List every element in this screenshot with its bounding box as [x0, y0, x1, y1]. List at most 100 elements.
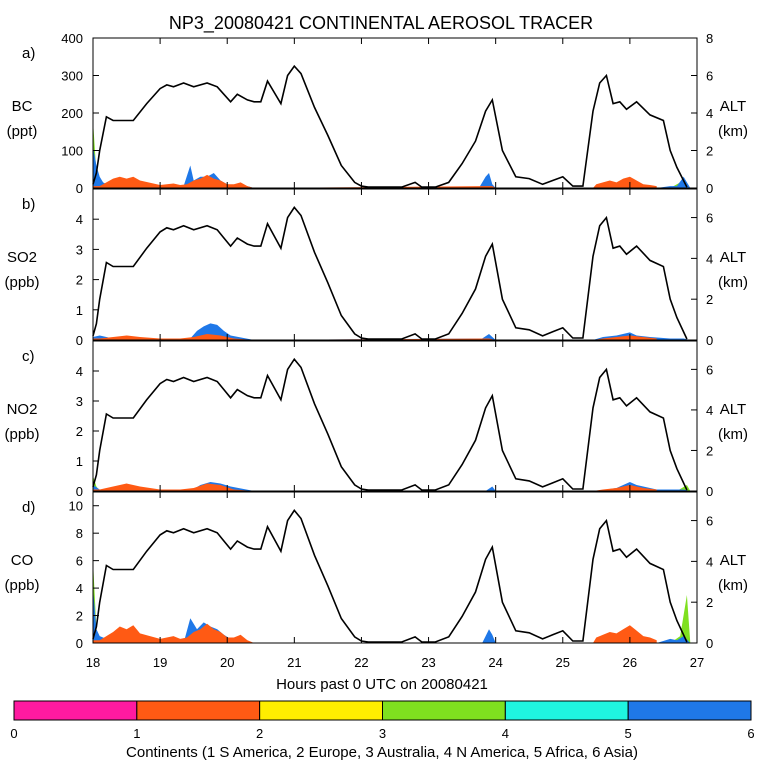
alt-tick-label: 2 [706, 292, 713, 307]
alt-label: ALT [720, 249, 746, 266]
alt-unit-label: (km) [718, 577, 748, 594]
y-tick-label: 1 [76, 454, 83, 469]
x-tick-label: 23 [421, 655, 435, 670]
panel-letter: a) [22, 45, 35, 62]
altitude-line [92, 509, 688, 643]
panel-no2: 0 1 2 3 4 0 2 4 6 c) NO2 (ppb) ALT (km) [4, 340, 748, 499]
alt-tick-label: 0 [706, 333, 713, 348]
panel-co: 0 2 4 6 8 10 0 2 4 6 d) CO (ppb) ALT (km) [4, 491, 748, 651]
y-tick-label: 4 [76, 581, 83, 596]
panel-letter: b) [22, 196, 35, 213]
y-tick-label: 2 [76, 424, 83, 439]
x-axis-label: Hours past 0 UTC on 20080421 [276, 676, 488, 693]
tracer-area-europe [93, 334, 657, 340]
tracer-area-n-america [93, 476, 691, 491]
x-tick-label: 22 [354, 655, 368, 670]
colorbar-swatch-5 [504, 700, 629, 721]
y-tick-label: 0 [76, 636, 83, 651]
x-tick-label: 21 [287, 655, 301, 670]
tracer-area-europe [93, 483, 657, 491]
tracer-area-n-america [93, 560, 691, 643]
y-tick-label: 400 [61, 31, 83, 46]
alt-tick-label: 6 [706, 69, 713, 84]
species-label: SO2 [7, 249, 37, 266]
colorbar-tick-label: 0 [10, 726, 17, 741]
unit-label: (ppb) [4, 274, 39, 291]
x-tick-label: 18 [86, 655, 100, 670]
colorbar-swatch-6 [627, 700, 752, 721]
alt-tick-label: 4 [706, 554, 713, 569]
alt-tick-label: 2 [706, 144, 713, 159]
y-tick-label: 0 [76, 181, 83, 196]
y-tick-label: 2 [76, 609, 83, 624]
altitude-line [92, 206, 688, 340]
alt-tick-label: 6 [706, 211, 713, 226]
panel-frame [92, 340, 698, 492]
alt-tick-label: 0 [706, 636, 713, 651]
y-tick-label: 300 [61, 69, 83, 84]
y-tick-label: 2 [76, 273, 83, 288]
x-tick-label: 25 [556, 655, 570, 670]
y-tick-label: 10 [69, 499, 83, 514]
panel-frame [92, 188, 698, 341]
x-tick-label: 26 [623, 655, 637, 670]
alt-tick-label: 6 [706, 362, 713, 377]
alt-tick-label: 4 [706, 106, 713, 121]
colorbar-tick-label: 5 [625, 726, 632, 741]
alt-tick-label: 2 [706, 443, 713, 458]
x-tick-label: 24 [488, 655, 502, 670]
alt-unit-label: (km) [718, 426, 748, 443]
y-tick-label: 0 [76, 484, 83, 499]
y-tick-label: 4 [76, 212, 83, 227]
y-tick-label: 100 [61, 144, 83, 159]
panel-bc: 0 100 200 300 400 0 2 4 6 8 a) BC (ppt) ALT (km) [7, 31, 748, 196]
panel-frame [92, 37, 698, 189]
colorbar-tick-label: 3 [379, 726, 386, 741]
colorbar-tick-label: 2 [256, 726, 263, 741]
alt-label: ALT [720, 98, 746, 115]
x-tick-label: 19 [153, 655, 167, 670]
alt-tick-label: 0 [706, 181, 713, 196]
tracer-area-asia [93, 482, 691, 491]
alt-tick-label: 6 [706, 514, 713, 529]
y-tick-label: 200 [61, 106, 83, 121]
y-tick-label: 6 [76, 554, 83, 569]
alt-tick-label: 2 [706, 595, 713, 610]
colorbar-swatch-1 [13, 700, 138, 721]
colorbar-swatch-4 [382, 700, 506, 721]
species-label: BC [12, 98, 33, 115]
alt-tick-label: 4 [706, 403, 713, 418]
tracer-area-asia [93, 323, 691, 340]
alt-unit-label: (km) [718, 274, 748, 291]
panel-frame [92, 491, 698, 644]
panel-so2: 0 1 2 3 4 0 2 4 6 b) SO2 (ppb) ALT (km) [4, 188, 748, 348]
tracer-area-n-america [93, 120, 691, 188]
species-label: CO [11, 552, 34, 569]
colorbar-tick-label: 4 [502, 726, 509, 741]
colorbar-label: Continents (1 S America, 2 Europe, 3 Aus… [126, 744, 638, 761]
colorbar-tick-label: 1 [133, 726, 140, 741]
y-tick-label: 8 [76, 526, 83, 541]
tracer-area-europe [93, 174, 657, 188]
alt-unit-label: (km) [718, 123, 748, 140]
x-tick-label: 20 [220, 655, 234, 670]
y-tick-label: 4 [76, 364, 83, 379]
alt-tick-label: 4 [706, 251, 713, 266]
alt-tick-label: 8 [706, 31, 713, 46]
y-tick-label: 0 [76, 333, 83, 348]
panel-letter: c) [22, 348, 35, 365]
species-label: NO2 [7, 401, 38, 418]
altitude-line [92, 357, 688, 491]
y-tick-label: 1 [76, 303, 83, 318]
tracer-area-asia [93, 146, 691, 188]
alt-tick-label: 0 [706, 484, 713, 499]
panel-letter: d) [22, 499, 35, 516]
colorbar-swatch-3 [259, 700, 383, 721]
unit-label: (ppb) [4, 577, 39, 594]
tracer-area-asia [93, 588, 691, 643]
unit-label: (ppb) [4, 426, 39, 443]
unit-label: (ppt) [7, 123, 38, 140]
colorbar-tick-label: 6 [747, 726, 754, 741]
altitude-line [92, 64, 688, 188]
